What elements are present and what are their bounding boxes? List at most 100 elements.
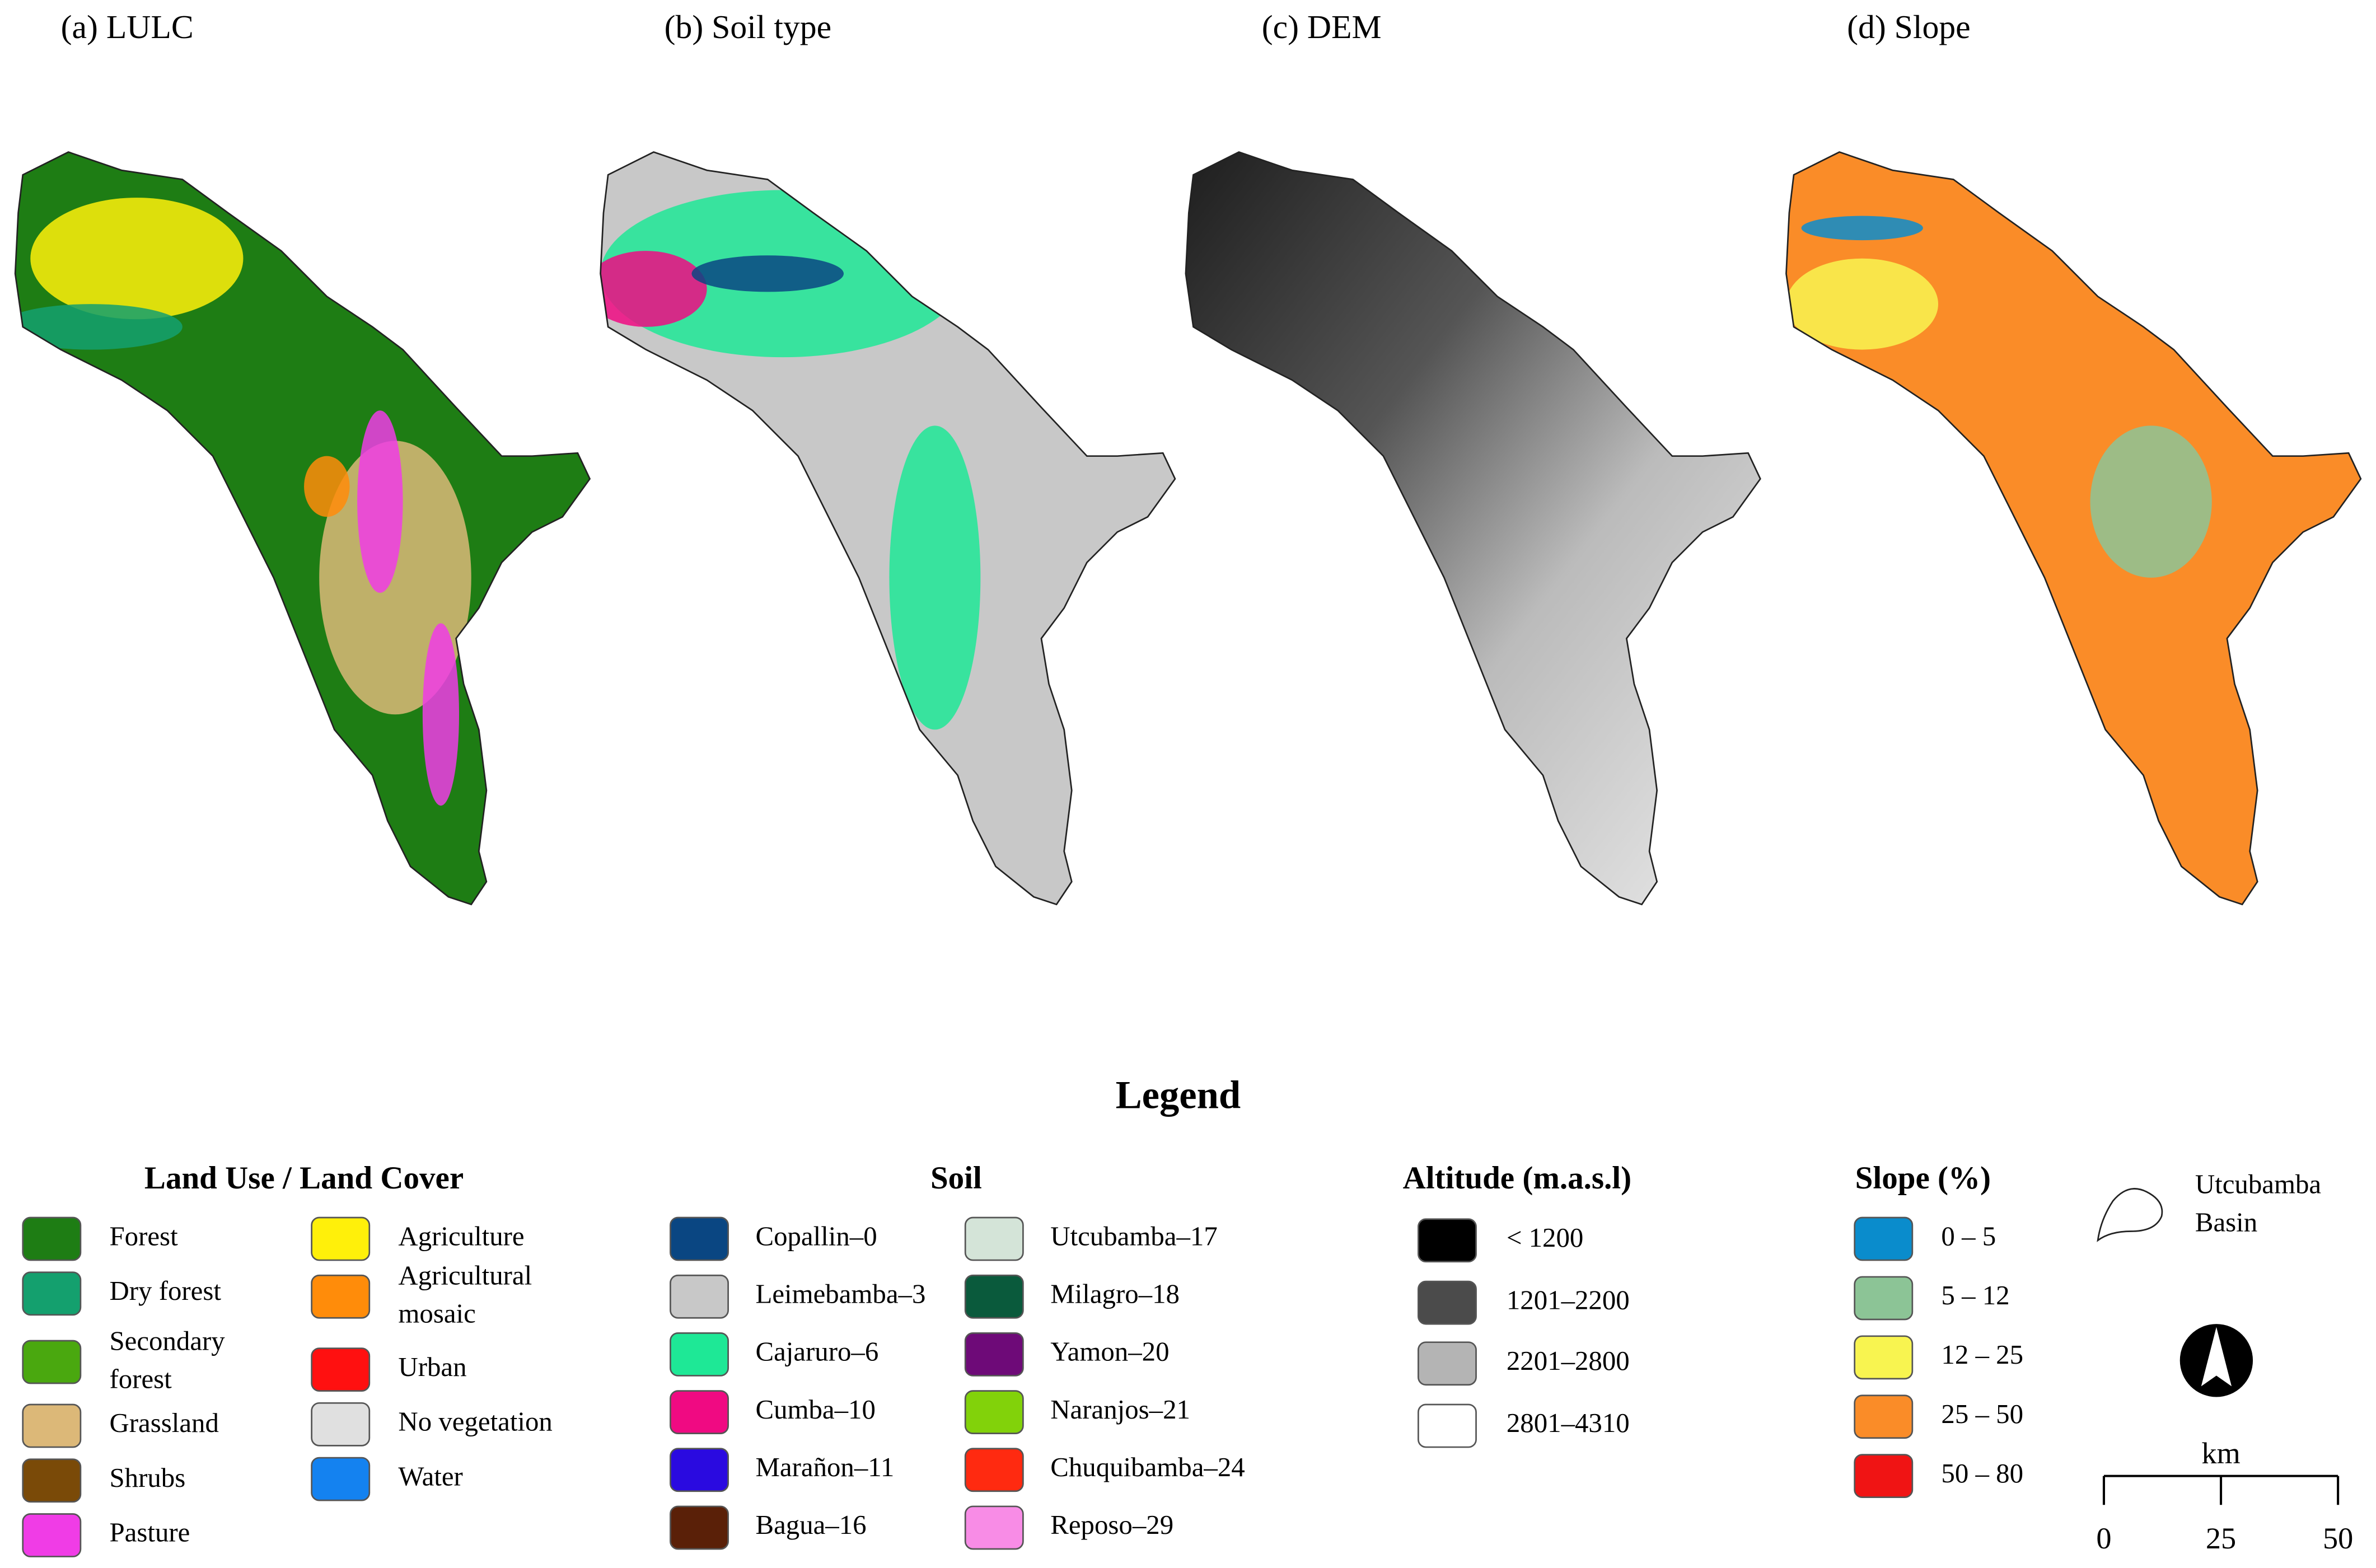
legend-swatch [1854,1276,1914,1321]
legend-label: Agricultural mosaic [398,1260,532,1329]
legend-label: Milagro–18 [1050,1278,1180,1309]
panel-title: (b) Soil type [665,8,832,45]
legend-swatch [22,1458,82,1503]
map-zone [889,425,981,730]
legend-swatch [670,1505,729,1550]
map-zone [691,255,844,292]
legend-swatch [670,1390,729,1434]
legend-label: Shrubs [110,1462,186,1493]
legend-swatch [1418,1403,1477,1448]
map-zone [2090,425,2212,578]
legend-swatch [964,1216,1024,1261]
scale-tick-label: 0 [2096,1522,2111,1555]
legend-group-title: Soil [930,1160,982,1196]
legend-swatch [1418,1280,1477,1325]
legend-swatch [311,1274,371,1319]
legend-label: Grassland [110,1407,219,1438]
legend-swatch [311,1457,371,1501]
legend-label: No vegetation [398,1406,552,1437]
legend-label: Secondary forest [110,1326,226,1394]
legend-label: Leimebamba–3 [755,1278,925,1309]
legend-label: Water [398,1461,462,1491]
legend-label: Cumba–10 [755,1394,875,1425]
map-fill [1786,152,2361,905]
legend-label: Reposo–29 [1050,1509,1173,1540]
legend-swatch [22,1271,82,1316]
legend-swatch [964,1390,1024,1434]
legend-group-title: Land Use / Land Cover [144,1160,464,1196]
legend-label: 12 – 25 [1941,1339,2023,1370]
map-base [1185,152,1761,905]
map-zone [1786,258,1938,350]
legend-swatch [1854,1454,1914,1499]
legend-label: 1201–2200 [1507,1284,1630,1315]
legend-label: Yamon–20 [1050,1336,1169,1367]
legend-label: Utcubamba–17 [1050,1220,1218,1251]
legend-swatch [964,1505,1024,1550]
map-zone [15,304,183,350]
legend-label: Dry forest [110,1275,222,1306]
scale-unit: km [2201,1436,2240,1470]
legend-swatch [1854,1335,1914,1380]
legend-swatch [22,1216,82,1261]
legend-group-title: Slope (%) [1855,1160,1991,1196]
legend-label: 2801–4310 [1507,1407,1630,1438]
legend-label: Marañon–11 [755,1452,894,1482]
panel-title: (d) Slope [1847,8,1971,45]
legend-swatch [311,1402,371,1447]
map-base [1786,152,2361,905]
legend-swatch [670,1448,729,1492]
scale-tick-label: 25 [2206,1522,2236,1555]
map-zone [357,410,403,593]
basin-map [1185,151,1761,906]
map-zone [600,251,707,327]
map-fill [15,152,590,905]
legend-label: 0 – 5 [1941,1220,1996,1251]
legend-label: Pasture [110,1517,190,1548]
legend-swatch [22,1403,82,1448]
legend-swatch [964,1274,1024,1319]
legend-label: Forest [110,1220,179,1251]
legend-label: Urban [398,1351,466,1382]
map-fill [1185,152,1761,905]
map-fill [600,152,1175,905]
legend-label: Bagua–16 [755,1509,866,1540]
legend-swatch [22,1513,82,1557]
basin-label: Utcubamba Basin [2195,1169,2322,1238]
legend-label: < 1200 [1507,1222,1584,1253]
map-zone [1801,216,1923,241]
legend-label: 50 – 80 [1941,1458,2023,1489]
legend-swatch [964,1448,1024,1492]
legend-label: Copallin–0 [755,1220,877,1251]
legend-label: 5 – 12 [1941,1280,2009,1310]
legend-label: Agriculture [398,1220,524,1251]
legend-swatch [1418,1341,1477,1386]
basin-map [14,151,591,906]
legend-swatch [670,1332,729,1377]
basin-symbol [2097,1188,2163,1242]
legend-swatch [670,1216,729,1261]
legend-group-title: Altitude (m.a.s.l) [1403,1160,1632,1196]
basin-map [600,151,1176,906]
legend-label: Chuquibamba–24 [1050,1452,1245,1482]
legend-swatch [670,1274,729,1319]
legend-title: Legend [1116,1073,1241,1117]
basin-map [1785,151,2362,906]
map-zone [30,198,244,320]
scale-tick-label: 50 [2323,1522,2353,1555]
legend-swatch [1854,1216,1914,1261]
legend-swatch [311,1216,371,1261]
map-zone [304,456,350,517]
legend-label: 2201–2800 [1507,1345,1630,1376]
panel-title: (c) DEM [1262,8,1382,45]
legend-label: 25 – 50 [1941,1398,2023,1429]
legend-label: Cajaruro–6 [755,1336,878,1367]
legend-swatch [1854,1394,1914,1439]
panel-title: (a) LULC [61,8,194,45]
legend-swatch [964,1332,1024,1377]
legend-swatch [311,1347,371,1392]
legend-label: Naranjos–21 [1050,1394,1190,1425]
north-arrow-needle [2201,1327,2232,1387]
legend-swatch [22,1340,82,1384]
